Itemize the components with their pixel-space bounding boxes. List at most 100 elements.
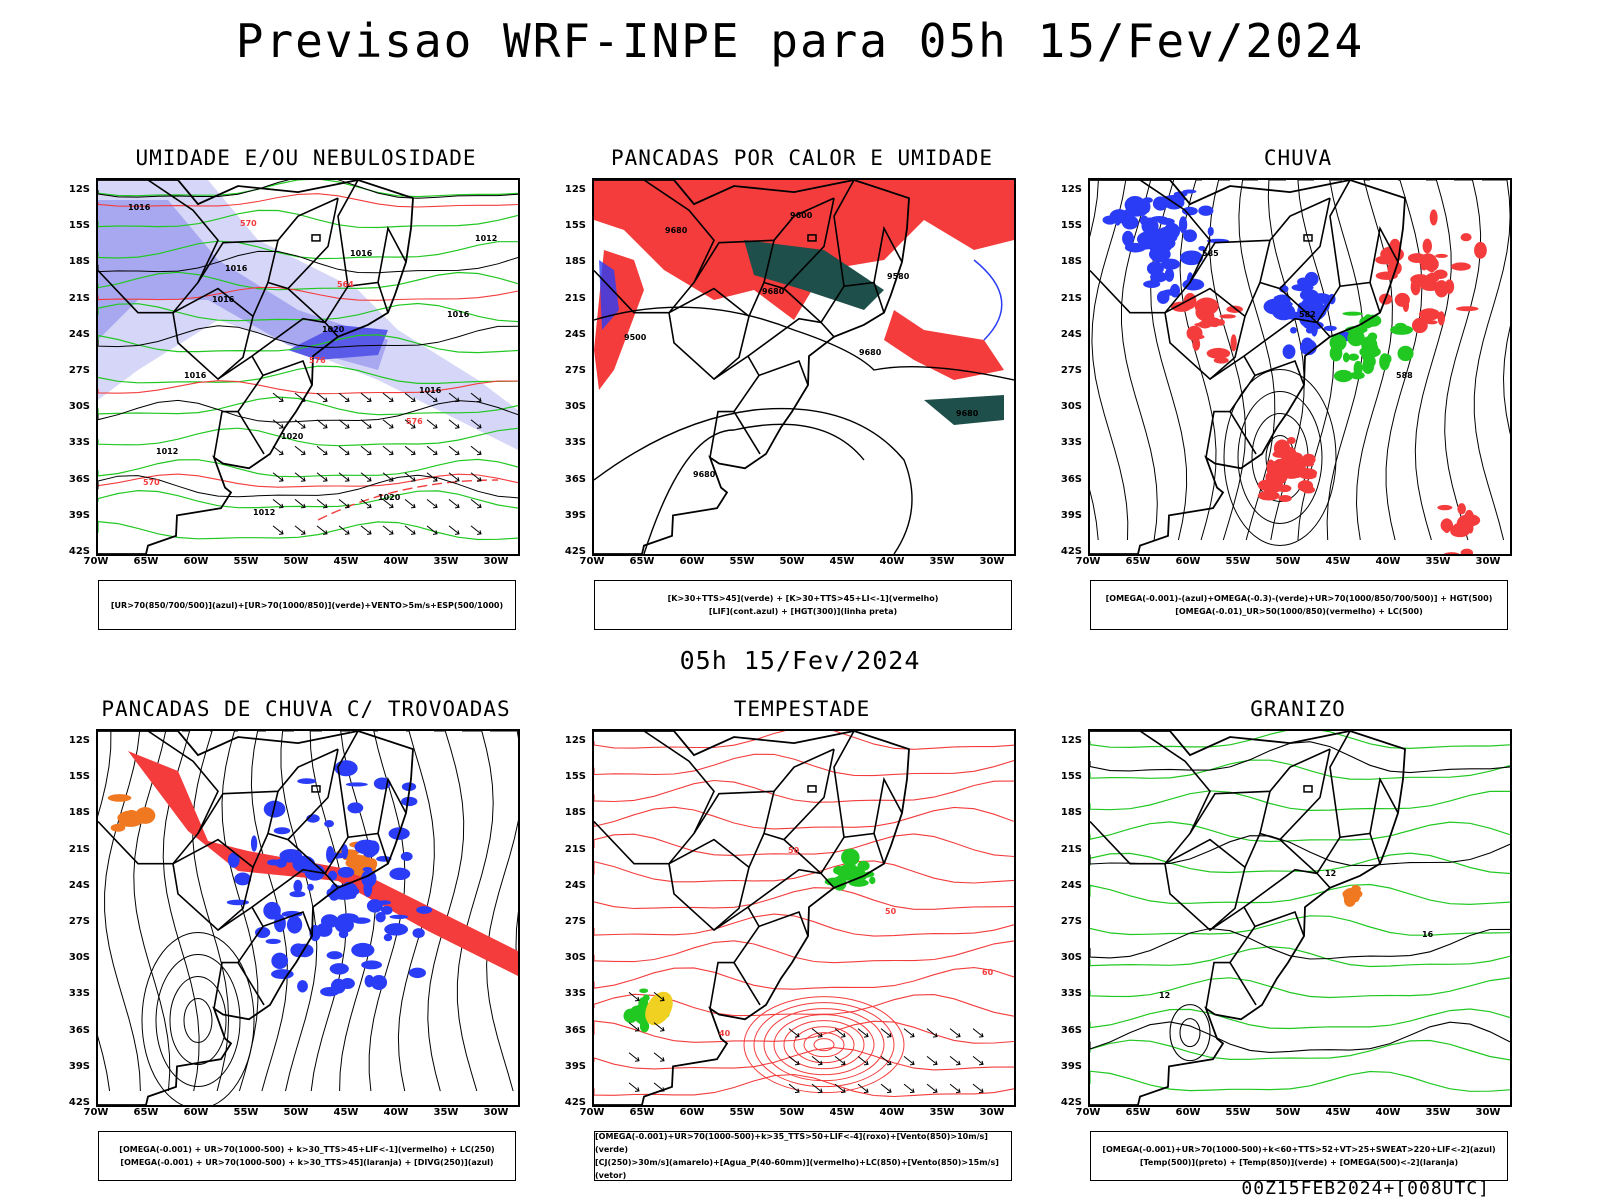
strong-upward-motion-area xyxy=(1333,369,1353,383)
upward-motion-area xyxy=(1136,233,1146,245)
upward-motion-area xyxy=(1274,294,1291,306)
state-border xyxy=(747,317,822,357)
strong-upward-motion-area xyxy=(1379,353,1390,371)
strong-wind-area xyxy=(848,878,869,887)
lat-tick-label: 18S xyxy=(68,807,90,819)
contour-line xyxy=(803,1032,845,1058)
wind-vector xyxy=(426,419,438,429)
wind-vector xyxy=(316,525,328,535)
contour-value-label: 9680 xyxy=(859,348,882,357)
lat-tick-label: 30S xyxy=(68,952,90,964)
rain-area xyxy=(1421,317,1431,323)
panel-title: GRANIZO xyxy=(1250,697,1346,721)
state-border xyxy=(820,281,885,323)
humidity-shading xyxy=(288,325,388,360)
streamline xyxy=(1090,180,1099,541)
strong-wind-area xyxy=(864,871,875,878)
wind-vector xyxy=(366,477,372,482)
lon-tick-label: 55W xyxy=(233,556,259,567)
wind-vector xyxy=(788,1055,800,1065)
wind-vector xyxy=(322,397,328,403)
wind-vector xyxy=(863,1060,869,1066)
panel-storm: TEMPESTADE 12S 15S 18S 21S 24S 27S 30S 33S 36S 39S… xyxy=(552,697,1052,1197)
streamline xyxy=(397,731,435,1092)
wind-vector xyxy=(448,392,460,402)
lon-tick-label: 30W xyxy=(1475,556,1501,567)
lat-tick-label: 33S xyxy=(68,988,90,1000)
lat-tick-label: 18S xyxy=(68,256,90,268)
divergence-area xyxy=(416,906,433,914)
state-border xyxy=(783,197,835,290)
rain-area xyxy=(1418,308,1440,321)
contour-line xyxy=(594,1073,1014,1098)
lat-tick-label: 42S xyxy=(68,546,90,557)
legend-line: [Temp(500)](preto) + [Temp(850)](verde) … xyxy=(1139,1158,1459,1167)
streamline xyxy=(1238,180,1276,541)
divergence-area xyxy=(338,930,349,939)
lat-tick-label: 30S xyxy=(68,401,90,413)
lon-tick-label: 55W xyxy=(233,1107,259,1118)
wind-vector xyxy=(382,445,394,455)
wind-vector xyxy=(300,530,306,535)
lon-tick-label: 40W xyxy=(1375,556,1401,567)
wind-vector xyxy=(857,1083,869,1093)
map-svg xyxy=(98,731,518,1105)
convection-area xyxy=(122,815,135,821)
state-border xyxy=(748,833,765,868)
state-border xyxy=(758,359,809,386)
wind-vector xyxy=(840,1060,846,1066)
state-border xyxy=(1189,748,1331,834)
streamline xyxy=(104,731,141,1092)
state-border xyxy=(1244,833,1261,868)
state-border xyxy=(833,180,855,287)
state-border xyxy=(709,905,760,1009)
wind-vector xyxy=(628,1052,640,1062)
lat-tick-label: 21S xyxy=(68,843,90,855)
wind-vector xyxy=(432,424,438,429)
map-layers: 12 16 12 xyxy=(1090,731,1510,1105)
contour-line xyxy=(594,967,1014,990)
contour-value-label: 570 xyxy=(240,219,257,228)
wind-vector xyxy=(410,424,416,429)
divergence-area xyxy=(267,859,281,866)
streamline xyxy=(1150,180,1188,541)
divergence-area xyxy=(307,883,314,891)
contour-line xyxy=(1090,1021,1510,1053)
state-border xyxy=(1329,180,1351,287)
convection-area xyxy=(110,823,126,832)
state-border xyxy=(172,287,254,381)
wind-vector xyxy=(366,397,372,403)
wind-vector xyxy=(448,419,460,429)
upward-motion-area xyxy=(1147,232,1160,241)
wind-vector xyxy=(294,472,306,482)
rain-area xyxy=(1277,484,1292,493)
lat-tick-label: 36S xyxy=(564,1024,586,1036)
height-contour xyxy=(594,306,1014,381)
divergence-area xyxy=(271,952,289,970)
lat-tick-label: 33S xyxy=(1060,437,1082,449)
legend-line: [OMEGA(-0.01)_UR>50(1000/850)(vermelho) … xyxy=(1175,607,1423,616)
contour-value-label: 9680 xyxy=(956,409,979,418)
strong-upward-motion-area xyxy=(1364,314,1382,327)
lon-tick-label: 45W xyxy=(829,1107,855,1118)
map-layers: 1016 1016 1020 1016 1012 1012 1016 1016 1016 1020… xyxy=(98,180,518,554)
wind-vector xyxy=(653,992,665,1001)
state-border xyxy=(262,910,313,937)
lon-tick-label: 70W xyxy=(83,556,109,567)
divergence-area xyxy=(381,905,393,915)
wind-vector xyxy=(432,397,438,403)
state-border xyxy=(252,282,269,317)
state-border xyxy=(733,411,761,455)
wind-vector xyxy=(470,392,482,402)
divergence-area xyxy=(383,933,393,942)
contour-line xyxy=(594,887,1014,910)
wind-vector xyxy=(322,530,328,535)
wind-vector xyxy=(476,424,482,429)
shower-area xyxy=(924,395,1004,425)
lon-tick-label: 45W xyxy=(1325,556,1351,567)
map-svg: 9680 9680 9680 9680 9680 9600 9580 9500 xyxy=(594,180,1014,554)
lat-tick-label: 30S xyxy=(564,952,586,964)
divergence-area xyxy=(389,914,409,919)
lat-tick-label: 39S xyxy=(68,509,90,521)
state-border xyxy=(1316,832,1381,874)
